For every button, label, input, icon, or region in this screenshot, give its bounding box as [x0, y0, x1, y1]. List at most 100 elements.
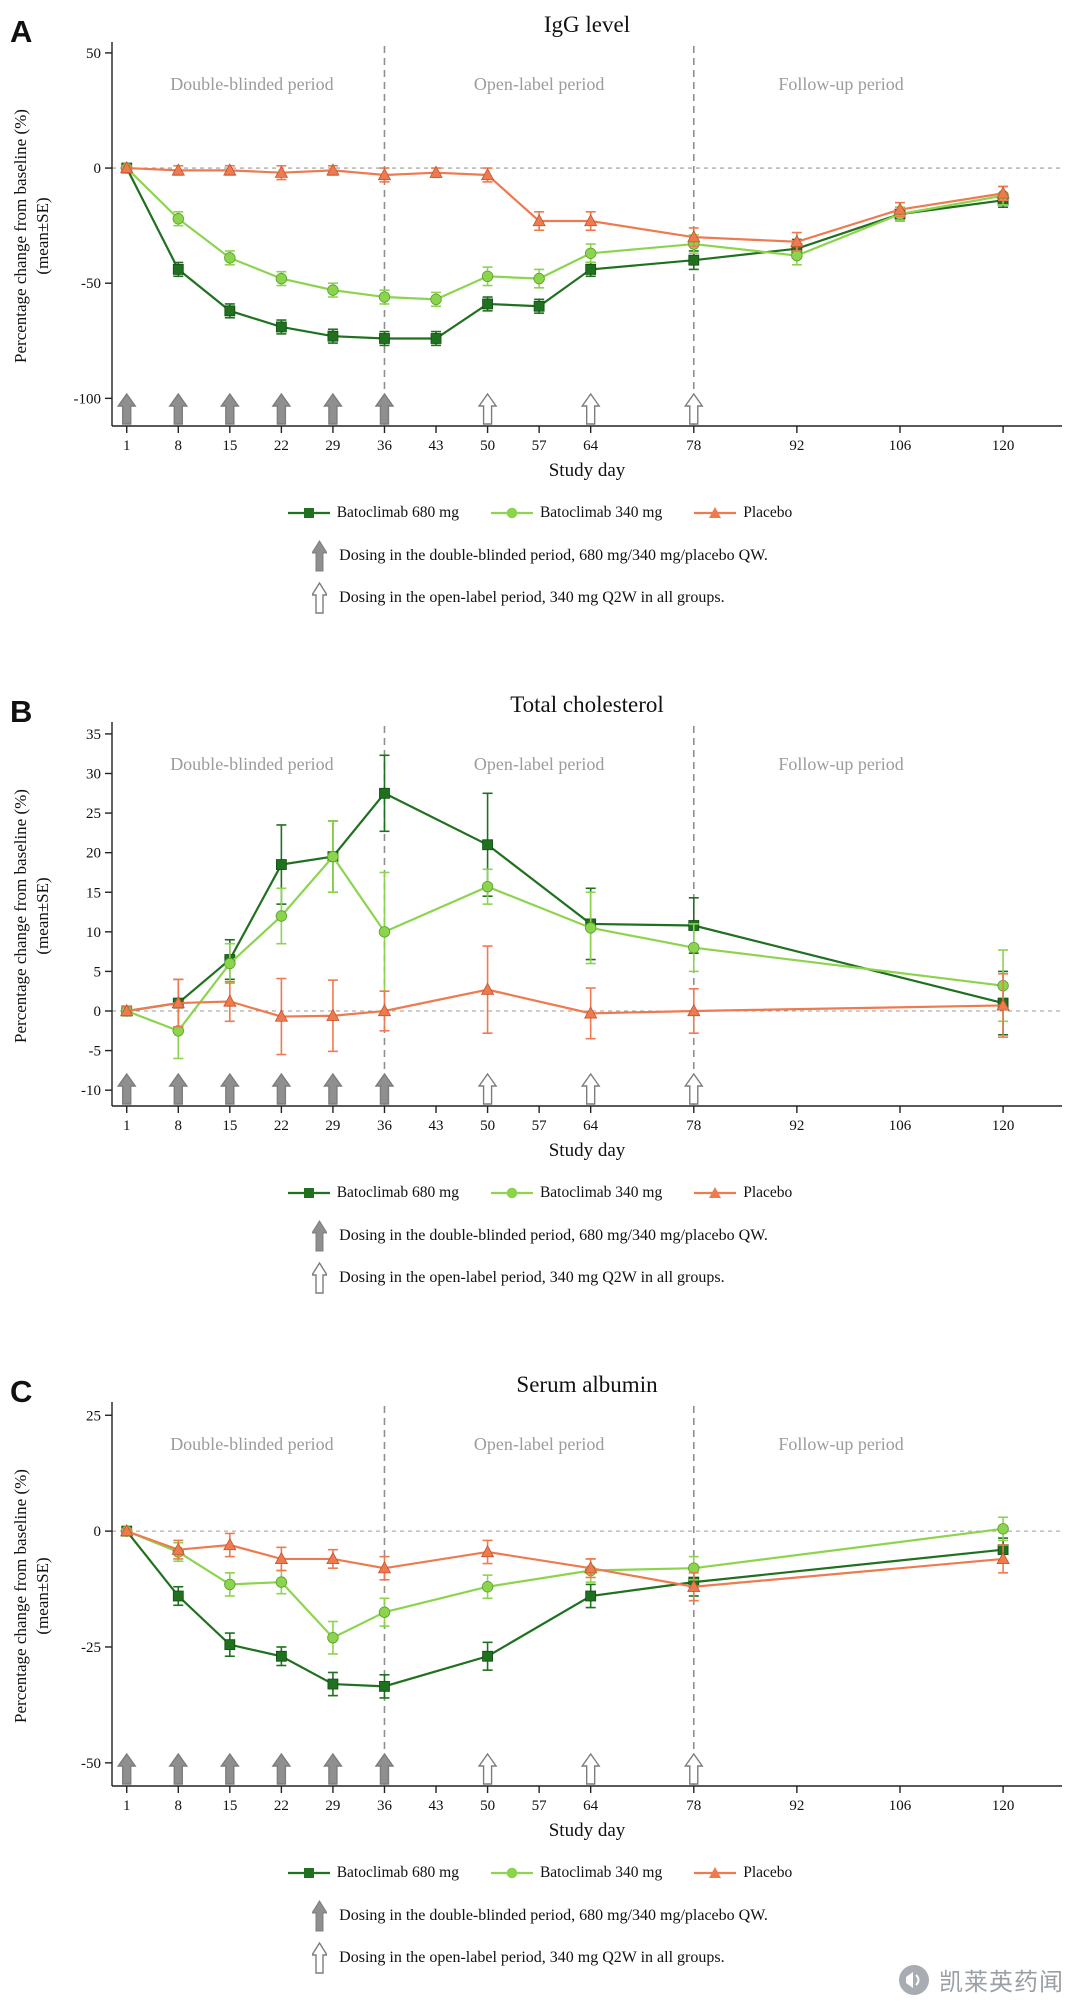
legend-item-placebo: Placebo — [694, 504, 792, 522]
svg-text:8: 8 — [175, 1118, 183, 1134]
svg-text:(mean±SE): (mean±SE) — [33, 197, 52, 274]
svg-text:25: 25 — [86, 806, 101, 822]
serum-albumin-chart: C Serum albumin Percentage change from bas… — [10, 1372, 1062, 1841]
legend-label: Batoclimab 340 mg — [539, 504, 663, 521]
watermark: 凯莱英药闻 — [897, 1962, 1064, 1997]
triangle-marker-icon — [694, 507, 737, 518]
svg-text:10: 10 — [86, 925, 101, 941]
note-open-label-dosing: Dosing in the open-label period, 340 mg … — [312, 1942, 768, 1974]
svg-text:78: 78 — [686, 438, 701, 454]
svg-text:78: 78 — [686, 1798, 701, 1814]
svg-text:Double-blinded period: Double-blinded period — [170, 74, 333, 94]
svg-text:Percentage change from baselin: Percentage change from baseline (%) — [11, 1469, 30, 1723]
dosing-notes: Dosing in the double-blinded period, 680… — [312, 540, 768, 614]
dosing-notes: Dosing in the double-blinded period, 680… — [312, 1220, 768, 1294]
svg-text:120: 120 — [992, 438, 1015, 454]
open-arrow-icon — [312, 1262, 328, 1294]
svg-text:43: 43 — [429, 1798, 444, 1814]
svg-text:15: 15 — [86, 885, 101, 901]
legend-label: Batoclimab 680 mg — [336, 1864, 459, 1881]
svg-text:78: 78 — [686, 1118, 701, 1134]
note-text: Dosing in the open-label period, 340 mg … — [339, 1269, 725, 1286]
svg-text:0: 0 — [94, 1524, 102, 1540]
note-open-label-dosing: Dosing in the open-label period, 340 mg … — [312, 582, 768, 614]
svg-text:106: 106 — [889, 1798, 912, 1814]
note-double-blinded-dosing: Dosing in the double-blinded period, 680… — [312, 540, 768, 572]
svg-text:15: 15 — [222, 438, 237, 454]
legend: Batoclimab 680 mg Batoclimab 340 mg Plac… — [0, 1182, 1080, 1204]
svg-text:106: 106 — [889, 1118, 912, 1134]
svg-text:Study day: Study day — [549, 1820, 626, 1841]
svg-text:-5: -5 — [89, 1044, 102, 1060]
svg-text:Total cholesterol: Total cholesterol — [510, 692, 664, 717]
legend-item-batoclimab-680: Batoclimab 680 mg — [287, 504, 459, 522]
filled-arrow-icon — [312, 540, 328, 572]
svg-text:Open-label period: Open-label period — [474, 754, 604, 774]
svg-text:30: 30 — [86, 767, 101, 783]
legend-item-batoclimab-340: Batoclimab 340 mg — [490, 1864, 663, 1882]
legend: Batoclimab 680 mg Batoclimab 340 mg Plac… — [0, 502, 1080, 524]
svg-text:-50: -50 — [81, 276, 101, 292]
svg-text:57: 57 — [532, 1118, 548, 1134]
svg-text:64: 64 — [583, 1118, 599, 1134]
svg-text:Follow-up period: Follow-up period — [778, 754, 904, 774]
note-text: Dosing in the double-blinded period, 680… — [339, 547, 768, 564]
svg-text:Follow-up period: Follow-up period — [778, 1434, 904, 1454]
square-marker-icon — [287, 508, 330, 518]
legend-label: Batoclimab 340 mg — [539, 1864, 663, 1881]
svg-text:120: 120 — [992, 1798, 1015, 1814]
svg-text:Double-blinded period: Double-blinded period — [170, 754, 333, 774]
legend-label: Placebo — [743, 504, 793, 521]
open-arrow-icon — [312, 582, 328, 614]
svg-text:57: 57 — [532, 1798, 548, 1814]
note-text: Dosing in the open-label period, 340 mg … — [339, 1949, 725, 1966]
legend-label: Batoclimab 680 mg — [336, 504, 459, 521]
svg-text:36: 36 — [377, 1798, 393, 1814]
note-double-blinded-dosing: Dosing in the double-blinded period, 680… — [312, 1220, 768, 1252]
circle-marker-icon — [490, 1187, 533, 1199]
panel-c: C Serum albumin Percentage change from bas… — [0, 1360, 1080, 1974]
svg-text:0: 0 — [94, 161, 102, 177]
svg-text:29: 29 — [325, 438, 340, 454]
svg-text:8: 8 — [175, 438, 183, 454]
svg-text:35: 35 — [86, 727, 101, 743]
svg-text:Open-label period: Open-label period — [474, 74, 604, 94]
note-text: Dosing in the double-blinded period, 680… — [339, 1227, 768, 1244]
circle-marker-icon — [490, 507, 533, 519]
watermark-logo — [899, 1964, 929, 1995]
note-text: Dosing in the double-blinded period, 680… — [339, 1907, 768, 1924]
svg-text:22: 22 — [274, 438, 289, 454]
legend-item-placebo: Placebo — [694, 1184, 792, 1202]
svg-text:57: 57 — [532, 438, 548, 454]
svg-text:43: 43 — [429, 1118, 444, 1134]
svg-text:Study day: Study day — [549, 460, 626, 481]
legend-item-batoclimab-680: Batoclimab 680 mg — [287, 1864, 459, 1882]
svg-text:Study day: Study day — [549, 1140, 626, 1161]
svg-text:64: 64 — [583, 1798, 599, 1814]
filled-arrow-icon — [312, 1220, 328, 1252]
svg-text:120: 120 — [992, 1118, 1015, 1134]
circle-marker-icon — [490, 1867, 533, 1879]
igg-level-chart: A IgG level Percentage change from baselin… — [10, 12, 1062, 481]
square-marker-icon — [287, 1868, 330, 1878]
legend-item-placebo: Placebo — [694, 1864, 792, 1882]
open-arrow-icon — [312, 1942, 328, 1974]
legend-label: Placebo — [743, 1184, 793, 1201]
svg-text:-50: -50 — [81, 1756, 101, 1772]
svg-text:15: 15 — [222, 1798, 237, 1814]
note-double-blinded-dosing: Dosing in the double-blinded period, 680… — [312, 1900, 768, 1932]
svg-text:50: 50 — [480, 1798, 495, 1814]
legend-label: Placebo — [743, 1864, 793, 1881]
legend-label: Batoclimab 340 mg — [539, 1184, 663, 1201]
svg-text:-25: -25 — [81, 1640, 101, 1656]
dosing-notes: Dosing in the double-blinded period, 680… — [312, 1900, 768, 1974]
svg-text:B: B — [10, 694, 32, 729]
svg-text:Percentage change from baselin: Percentage change from baseline (%) — [11, 789, 30, 1043]
svg-text:29: 29 — [325, 1798, 340, 1814]
svg-text:1: 1 — [123, 438, 131, 454]
svg-text:-10: -10 — [81, 1083, 101, 1099]
legend-label: Batoclimab 680 mg — [336, 1184, 459, 1201]
note-open-label-dosing: Dosing in the open-label period, 340 mg … — [312, 1262, 768, 1294]
svg-text:(mean±SE): (mean±SE) — [33, 877, 52, 954]
